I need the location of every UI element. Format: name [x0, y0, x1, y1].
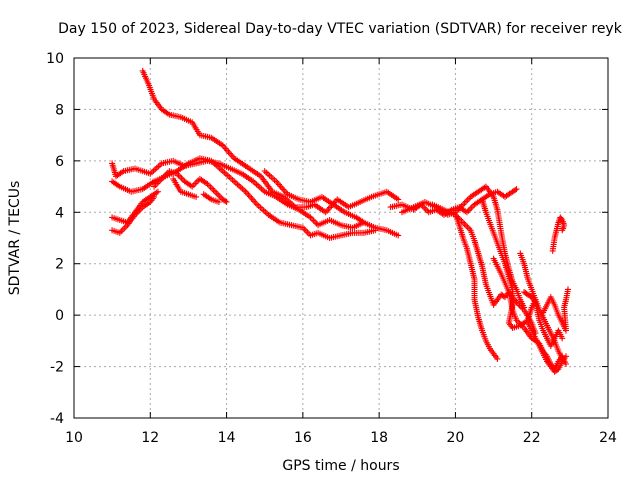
- data-point-marker: [559, 227, 566, 234]
- x-tick-label: 20: [447, 430, 465, 446]
- y-tick-label: 8: [55, 102, 64, 118]
- x-tick-labels: 10 12 14 16 18 20 22 24: [65, 430, 617, 446]
- data-point-marker: [512, 187, 519, 193]
- y-tick-label: 6: [55, 154, 64, 170]
- data-series-track-8: [200, 191, 222, 205]
- x-tick-label: 16: [294, 430, 312, 446]
- data-point-marker: [513, 186, 520, 193]
- data-point-marker: [395, 196, 402, 203]
- data-point-marker: [151, 193, 158, 200]
- y-tick-label: 2: [55, 257, 64, 273]
- data-series-track-7: [170, 175, 200, 200]
- chart-title: Day 150 of 2023, Sidereal Day-to-day VTE…: [58, 21, 623, 37]
- data-point-marker: [565, 286, 571, 293]
- gridlines: [74, 58, 608, 418]
- data-series-track-6: [151, 168, 230, 205]
- y-tick-label: -4: [50, 411, 64, 427]
- data-point-marker: [372, 227, 379, 234]
- data-point-marker: [395, 232, 402, 239]
- data-series-track-20: [521, 289, 566, 349]
- data-point-marker: [215, 191, 222, 198]
- data-series: [109, 67, 571, 375]
- data-series-track-5: [109, 193, 158, 236]
- data-point-marker: [313, 220, 320, 227]
- data-point-marker: [215, 199, 222, 205]
- y-tick-label: 4: [55, 205, 64, 221]
- y-tick-label: 0: [55, 308, 64, 324]
- x-tick-label: 22: [523, 430, 541, 446]
- data-point-marker: [193, 193, 200, 200]
- data-point-marker: [494, 355, 501, 362]
- data-point-marker: [302, 227, 309, 234]
- x-tick-label: 10: [65, 430, 83, 446]
- data-series-track-18: [540, 286, 571, 334]
- x-tick-label: 14: [218, 430, 236, 446]
- plot-frame: [73, 57, 609, 419]
- data-point-marker: [223, 199, 230, 205]
- y-tick-label: 10: [46, 51, 64, 67]
- data-point-marker: [360, 219, 367, 226]
- data-series-track-1: [139, 67, 402, 216]
- data-series-track-4: [109, 188, 161, 226]
- y-tick-label: -2: [50, 360, 64, 376]
- data-series-track-3: [109, 155, 379, 241]
- data-point-marker: [500, 293, 507, 300]
- data-series-track-17: [524, 319, 569, 375]
- data-series-track-12: [429, 201, 539, 337]
- data-series-track-14: [479, 196, 539, 331]
- data-point-marker: [527, 293, 534, 300]
- data-point-marker: [563, 361, 569, 367]
- data-series-track-19: [549, 214, 568, 254]
- data-series-track-9: [261, 168, 367, 226]
- x-tick-label: 18: [370, 430, 388, 446]
- data-series-track-13: [452, 211, 501, 362]
- data-point-marker: [563, 353, 569, 360]
- x-tick-label: 12: [141, 430, 159, 446]
- data-point-marker: [559, 335, 566, 342]
- y-tick-labels: -4 -2 0 2 4 6 8 10: [46, 51, 64, 427]
- y-axis-label: SDTVAR / TECUs: [7, 181, 23, 296]
- data-point-marker: [222, 198, 229, 205]
- data-point-marker: [154, 188, 161, 195]
- x-tick-label: 24: [599, 430, 617, 446]
- x-axis-label: GPS time / hours: [282, 458, 399, 474]
